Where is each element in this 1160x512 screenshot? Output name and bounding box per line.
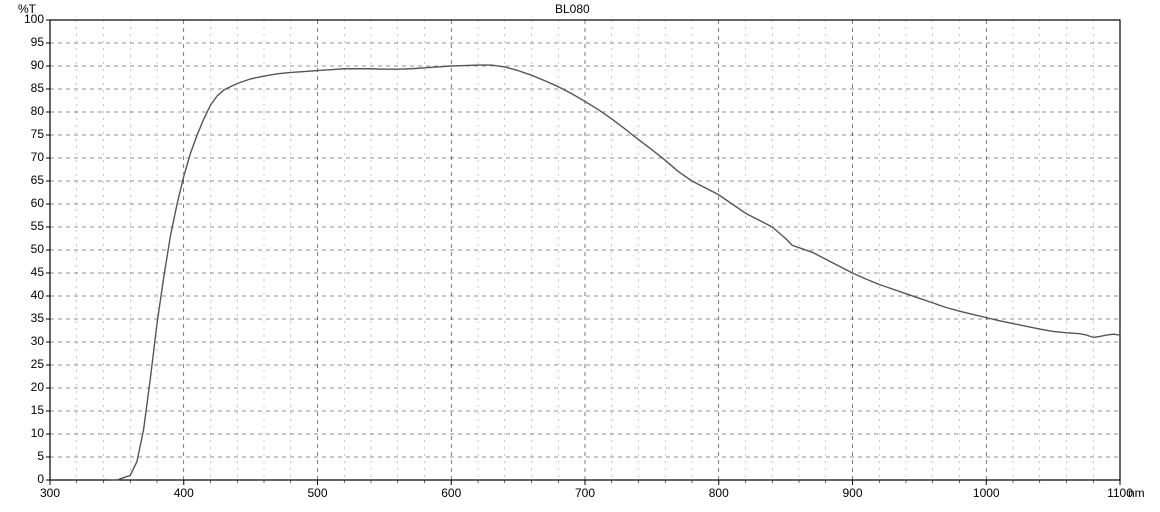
y-tick-label: 10 bbox=[10, 426, 44, 440]
y-tick-label: 100 bbox=[10, 12, 44, 26]
y-tick-label: 65 bbox=[10, 173, 44, 187]
x-tick-label: 1000 bbox=[961, 486, 1011, 500]
x-tick-label: 300 bbox=[25, 486, 75, 500]
y-tick-label: 70 bbox=[10, 150, 44, 164]
y-tick-label: 15 bbox=[10, 403, 44, 417]
y-tick-label: 60 bbox=[10, 196, 44, 210]
chart-container: BL080 %T nm 3004005006007008009001000110… bbox=[0, 0, 1160, 512]
y-tick-label: 35 bbox=[10, 311, 44, 325]
y-tick-label: 85 bbox=[10, 81, 44, 95]
y-tick-label: 5 bbox=[10, 449, 44, 463]
x-tick-label: 800 bbox=[694, 486, 744, 500]
y-tick-label: 20 bbox=[10, 380, 44, 394]
y-tick-label: 40 bbox=[10, 288, 44, 302]
transmission-chart bbox=[0, 0, 1160, 512]
y-tick-label: 50 bbox=[10, 242, 44, 256]
y-tick-label: 0 bbox=[10, 472, 44, 486]
y-tick-label: 25 bbox=[10, 357, 44, 371]
x-tick-label: 1100 bbox=[1095, 486, 1145, 500]
y-tick-label: 45 bbox=[10, 265, 44, 279]
y-tick-label: 80 bbox=[10, 104, 44, 118]
y-tick-label: 30 bbox=[10, 334, 44, 348]
x-tick-label: 600 bbox=[426, 486, 476, 500]
x-tick-label: 400 bbox=[159, 486, 209, 500]
y-tick-label: 75 bbox=[10, 127, 44, 141]
x-tick-label: 500 bbox=[293, 486, 343, 500]
y-tick-label: 90 bbox=[10, 58, 44, 72]
x-tick-label: 700 bbox=[560, 486, 610, 500]
y-tick-label: 95 bbox=[10, 35, 44, 49]
y-tick-label: 55 bbox=[10, 219, 44, 233]
x-tick-label: 900 bbox=[828, 486, 878, 500]
chart-title: BL080 bbox=[555, 2, 590, 16]
